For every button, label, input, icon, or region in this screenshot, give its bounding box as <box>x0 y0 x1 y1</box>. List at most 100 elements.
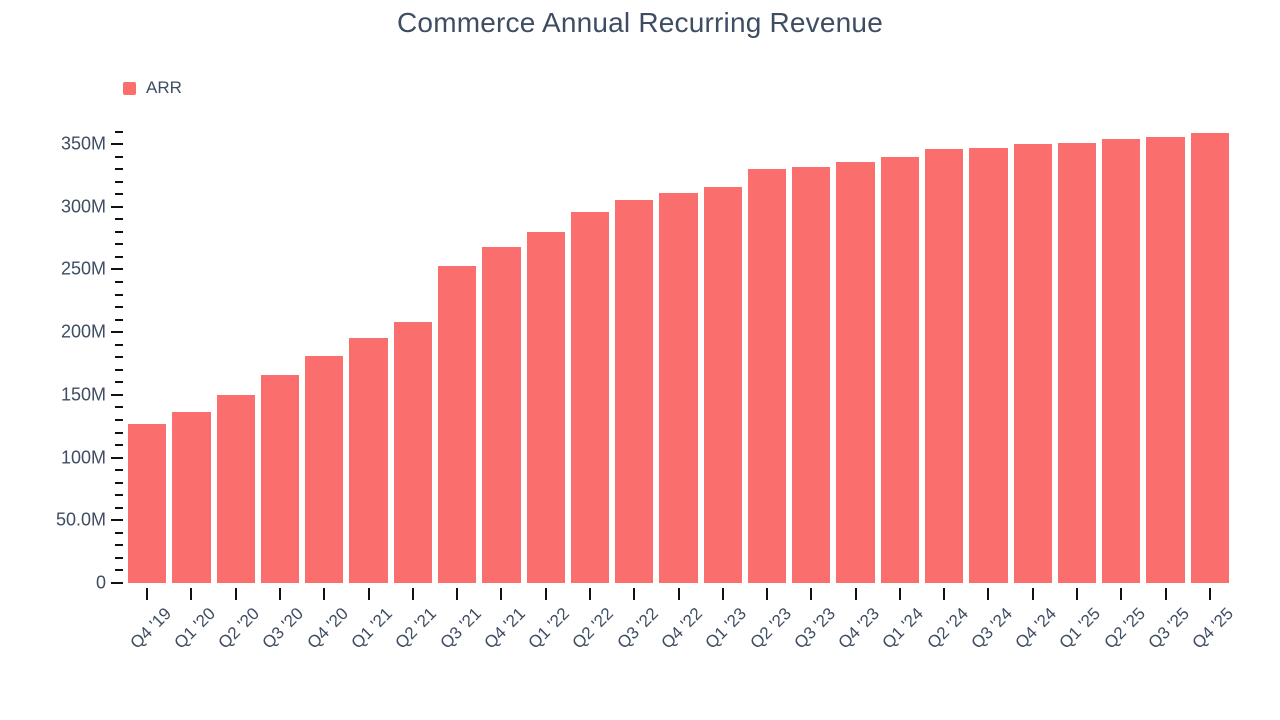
y-axis-minor-tick <box>115 368 123 371</box>
x-axis-tick-label: Q3 '25 <box>1144 604 1194 653</box>
y-axis-minor-tick <box>115 218 123 221</box>
bar-q3-21[interactable] <box>437 265 477 583</box>
y-axis-minor-tick <box>115 130 123 133</box>
bar-q2-25[interactable] <box>1102 139 1141 583</box>
y-axis-minor-tick <box>115 230 123 233</box>
x-axis-tick-label: Q2 '22 <box>568 604 618 653</box>
bar-q1-21[interactable] <box>349 338 388 583</box>
bar-q1-22[interactable] <box>526 231 565 583</box>
bar-q4-24[interactable] <box>1013 144 1052 583</box>
x-axis-tick-label: Q1 '23 <box>701 604 751 653</box>
bar-q1-20[interactable] <box>172 412 211 583</box>
y-axis-minor-tick <box>115 506 123 509</box>
y-axis-minor-tick <box>115 444 123 447</box>
x-axis-tick-label: Q4 '22 <box>657 604 706 653</box>
bar-q4-25[interactable] <box>1190 132 1229 583</box>
bar-q3-23[interactable] <box>792 166 831 583</box>
x-axis-tick-label: Q4 '19 <box>126 604 175 653</box>
y-axis-tick-label: 300M <box>60 196 106 217</box>
y-axis-minor-tick <box>115 481 123 484</box>
y-axis-minor-tick <box>115 569 123 572</box>
y-axis-minor-tick <box>115 356 123 359</box>
x-axis-tick <box>766 588 769 600</box>
x-axis-tick-label: Q1 '24 <box>878 604 928 653</box>
y-axis-minor-tick <box>115 318 123 321</box>
x-axis-tick-label: Q4 '20 <box>303 604 352 653</box>
bar-q3-22[interactable] <box>615 200 654 583</box>
x-axis-tick-label: Q1 '20 <box>170 604 219 653</box>
y-axis-tick-label: 0 <box>95 572 106 593</box>
legend-label: ARR <box>146 78 182 97</box>
x-axis-tick <box>633 588 636 600</box>
y-axis-minor-tick <box>115 431 123 434</box>
bar-q2-22[interactable] <box>570 211 610 583</box>
y-axis-minor-tick <box>115 343 123 346</box>
x-axis-tick-label: Q1 '25 <box>1055 604 1105 653</box>
y-axis-minor-tick <box>115 544 123 547</box>
legend-item-arr[interactable]: ARR <box>123 78 182 98</box>
y-axis-minor-tick <box>115 243 123 246</box>
bar-q2-20[interactable] <box>216 394 255 583</box>
y-axis-major-tick <box>111 519 123 522</box>
x-axis-tick-label: Q2 '21 <box>391 604 441 653</box>
y-axis-tick-label: 50.0M <box>55 509 106 530</box>
bar-q2-21[interactable] <box>393 322 432 583</box>
x-axis-tick <box>898 588 901 600</box>
y-axis-minor-tick <box>115 469 123 472</box>
x-axis-tick-label: Q2 '23 <box>746 604 795 653</box>
x-axis-tick <box>1076 588 1079 600</box>
bar-q2-23[interactable] <box>747 169 787 583</box>
bar-q4-21[interactable] <box>482 246 521 583</box>
bar-q1-24[interactable] <box>880 156 920 583</box>
y-axis-tick-label: 250M <box>60 258 106 279</box>
y-axis-major-tick <box>111 143 123 146</box>
y-axis-major-tick <box>111 205 123 208</box>
y-axis-tick-label: 100M <box>60 447 106 468</box>
x-axis-tick <box>234 588 237 600</box>
chart-title: Commerce Annual Recurring Revenue <box>397 7 883 38</box>
y-axis-minor-tick <box>115 255 123 258</box>
bar-q4-22[interactable] <box>659 192 698 583</box>
x-axis-tick <box>323 588 326 600</box>
y-axis-minor-tick <box>115 406 123 409</box>
x-axis-tick <box>1031 588 1034 600</box>
x-axis-tick <box>810 588 813 600</box>
x-axis-tick <box>146 588 149 600</box>
bar-q3-24[interactable] <box>969 147 1008 583</box>
y-axis-minor-tick <box>115 180 123 183</box>
bar-q1-25[interactable] <box>1057 142 1097 583</box>
y-axis-minor-tick <box>115 293 123 296</box>
x-axis-tick-label: Q3 '23 <box>790 604 839 653</box>
y-axis-minor-tick <box>115 381 123 384</box>
y-axis-tick-label: 150M <box>60 384 106 405</box>
bar-q4-20[interactable] <box>305 355 344 583</box>
x-axis-tick-label: Q1 '22 <box>524 604 574 653</box>
x-axis-tick-label: Q2 '24 <box>923 604 972 653</box>
x-axis-tick <box>677 588 680 600</box>
bar-q3-25[interactable] <box>1146 136 1185 583</box>
bar-q2-24[interactable] <box>925 149 964 583</box>
y-axis-major-tick <box>111 582 123 584</box>
x-axis-tick-label: Q4 '23 <box>834 604 884 653</box>
x-axis-tick <box>721 588 724 600</box>
x-axis-tick <box>588 588 591 600</box>
x-axis-tick <box>854 588 857 600</box>
bar-q1-23[interactable] <box>703 186 742 583</box>
bar-q4-23[interactable] <box>836 161 875 583</box>
x-axis-tick <box>1120 588 1123 600</box>
x-axis-tick <box>190 588 193 600</box>
y-axis-minor-tick <box>115 168 123 171</box>
bar-q3-20[interactable] <box>260 374 300 583</box>
x-axis-tick-label: Q4 '25 <box>1188 604 1238 653</box>
x-axis-tick-label: Q3 '22 <box>613 604 662 653</box>
legend-marker-icon <box>123 81 136 95</box>
x-axis-tick <box>943 588 946 600</box>
x-axis-tick <box>987 588 990 600</box>
bar-q4-19[interactable] <box>127 423 167 583</box>
y-axis-major-tick <box>111 456 123 459</box>
y-axis-minor-tick <box>115 531 123 534</box>
x-axis-tick <box>1208 588 1211 600</box>
y-axis-tick-label: 200M <box>60 321 106 342</box>
x-axis-tick-label: Q2 '20 <box>214 604 264 653</box>
